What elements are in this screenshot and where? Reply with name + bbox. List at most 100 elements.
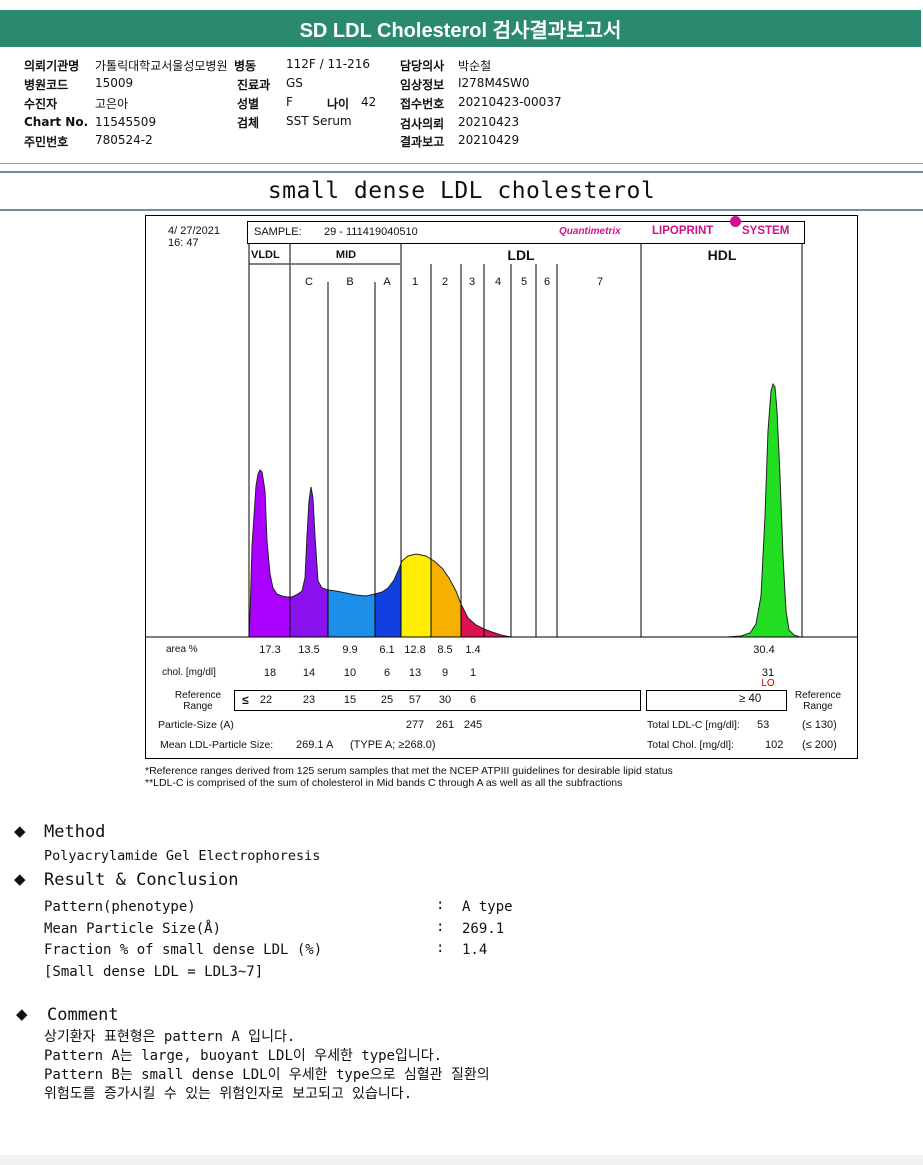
section-title: small dense LDL cholesterol xyxy=(267,178,656,204)
chol-ldl3: 1 xyxy=(469,667,477,679)
section-divider-top xyxy=(0,171,923,173)
result-row-value: 269.1 xyxy=(462,921,505,937)
band-label-c: C xyxy=(305,276,313,288)
particle-size-2: 261 xyxy=(435,719,455,731)
method-heading: Method xyxy=(44,822,106,842)
result-heading: Result & Conclusion xyxy=(44,870,239,890)
hdl-ref-value: ≥ 40 xyxy=(739,693,762,705)
footnote-1: *Reference ranges derived from 125 serum… xyxy=(145,765,673,777)
ref-ldl3: 6 xyxy=(469,694,477,706)
total-ldl-ref: (≤ 130) xyxy=(802,719,837,731)
band-label-1: 1 xyxy=(411,276,419,288)
group-hdl: HDL xyxy=(707,247,737,263)
brand-suffix: SYSTEM xyxy=(742,225,790,237)
clinical-value: I278M4SW0 xyxy=(458,76,530,90)
band-ldl1-fill xyxy=(401,384,431,637)
hospital-value: 가톨릭대학교서울성모병원 xyxy=(95,59,228,73)
doctor-value: 박순철 xyxy=(458,59,492,73)
band-label-6: 6 xyxy=(543,276,551,288)
ref-c: 23 xyxy=(302,694,316,706)
age-label: 나이 xyxy=(327,97,350,111)
sample-label: SAMPLE: xyxy=(254,226,302,238)
band-ldl3-fill xyxy=(461,384,516,637)
result-row-colon: : xyxy=(436,897,445,913)
comment-line: 상기환자 표현형은 pattern A 입니다. xyxy=(44,1029,296,1045)
area-b: 9.9 xyxy=(342,644,358,656)
band-ldl2-fill xyxy=(431,384,461,637)
id-value: 780524-2 xyxy=(95,133,153,147)
report-time: 16: 47 xyxy=(168,237,199,249)
mean-size-label: Mean LDL-Particle Size: xyxy=(160,739,274,751)
ref-le-symbol: ≤ xyxy=(242,693,249,707)
ref-label-right-top: Reference xyxy=(794,690,842,701)
request-value: 20210423 xyxy=(458,115,520,129)
result-date-label: 결과보고 xyxy=(400,135,445,149)
band-label-a: A xyxy=(383,276,391,288)
clinical-label: 임상정보 xyxy=(400,78,445,92)
specimen-label: 검체 xyxy=(237,116,260,130)
band-label-2: 2 xyxy=(441,276,449,288)
area-c: 13.5 xyxy=(298,644,320,656)
diamond-bullet-icon: ◆ xyxy=(14,870,26,888)
total-chol-ref: (≤ 200) xyxy=(802,739,837,751)
band-a-fill xyxy=(375,384,401,637)
ref-b: 15 xyxy=(343,694,357,706)
particle-size-1: 277 xyxy=(405,719,425,731)
report-title: SD LDL Cholesterol 검사결과보고서 xyxy=(0,10,921,47)
result-row-label: Fraction % of small dense LDL (%) xyxy=(44,942,323,958)
ref-label-top: Reference xyxy=(174,690,222,701)
band-hdl-fill xyxy=(716,384,796,637)
result-row-colon: : xyxy=(436,940,445,956)
chart-value: 11545509 xyxy=(95,115,157,129)
lipoprint-report: 4/ 27/2021 16: 47 SAMPLE: 29 - 111419040… xyxy=(145,215,858,759)
area-a: 6.1 xyxy=(379,644,395,656)
total-ldl-value: 53 xyxy=(757,719,770,731)
area-ldl3: 1.4 xyxy=(465,644,481,656)
result-row-label: Mean Particle Size(Å) xyxy=(44,921,222,937)
total-chol-label: Total Chol. [mg/dl]: xyxy=(647,739,734,751)
id-label: 주민번호 xyxy=(24,135,69,149)
group-ldl: LDL xyxy=(507,247,535,263)
band-label-4: 4 xyxy=(494,276,502,288)
ref-a: 25 xyxy=(380,694,394,706)
particle-size-3: 245 xyxy=(463,719,483,731)
result-row-value: A type xyxy=(462,899,513,915)
footnote-2: **LDL-C is comprised of the sum of chole… xyxy=(145,777,623,789)
report-date: 4/ 27/2021 xyxy=(168,225,220,237)
age-value: 42 xyxy=(361,95,377,109)
result-note: [Small dense LDL = LDL3~7] xyxy=(44,964,264,980)
comment-line: Pattern B는 small dense LDL이 우세한 type으로 심… xyxy=(44,1067,490,1083)
ref-ldl1: 57 xyxy=(408,694,422,706)
chol-a: 6 xyxy=(383,667,391,679)
ref-label-bottom: Range xyxy=(183,701,213,712)
hospital-code-value: 15009 xyxy=(95,76,134,90)
comment-heading: Comment xyxy=(47,1005,119,1025)
mean-size-value: 269.1 A xyxy=(296,739,334,751)
chol-label: chol. [mg/dl] xyxy=(162,667,216,678)
area-vldl: 17.3 xyxy=(259,644,281,656)
chol-c: 14 xyxy=(302,667,316,679)
ward-label: 병동 xyxy=(234,59,257,73)
footer-band xyxy=(0,1155,923,1165)
total-chol-value: 102 xyxy=(765,739,784,751)
dept-value: GS xyxy=(286,76,303,90)
area-ldl1: 12.8 xyxy=(404,644,426,656)
hospital-code-label: 병원코드 xyxy=(24,78,69,92)
result-row-value: 1.4 xyxy=(462,942,488,958)
area-hdl: 30.4 xyxy=(753,644,775,656)
band-label-3: 3 xyxy=(468,276,476,288)
group-mid: MID xyxy=(335,249,357,261)
ref-label-right-bottom: Range xyxy=(803,701,833,712)
ward-value: 112F / 11-216 xyxy=(286,57,370,71)
patient-label: 수진자 xyxy=(24,97,58,111)
diamond-bullet-icon: ◆ xyxy=(16,1005,28,1023)
hospital-label: 의뢰기관명 xyxy=(24,59,80,73)
result-row-colon: : xyxy=(436,919,445,935)
chol-ldl1: 13 xyxy=(408,667,422,679)
specimen-value: SST Serum xyxy=(286,114,352,128)
total-ldl-label: Total LDL-C [mg/dl]: xyxy=(647,719,740,731)
area-ldl2: 8.5 xyxy=(437,644,453,656)
electrophoresis-chart xyxy=(146,244,857,638)
mean-size-type: (TYPE A; ≥268.0) xyxy=(350,739,436,751)
chol-hdl: 31 xyxy=(761,667,775,679)
